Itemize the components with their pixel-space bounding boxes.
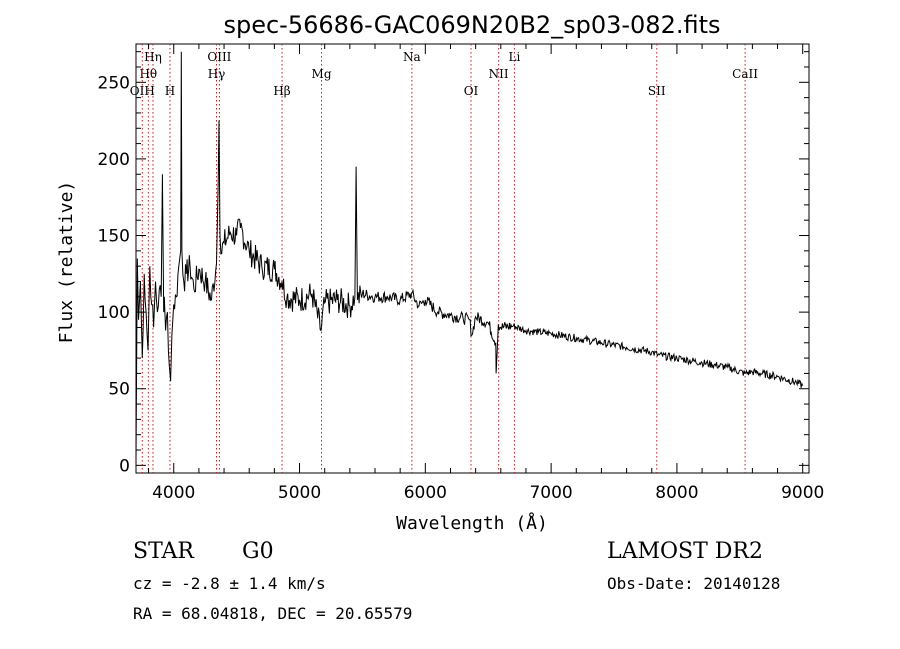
spectral-line-label-10: Li: [508, 50, 520, 64]
spectral-line-label-7: Mg: [312, 67, 332, 81]
object-class: STAR: [133, 539, 194, 564]
ra-dec-coordinates: RA = 68.04818, DEC = 20.65579: [133, 604, 413, 623]
spectral-line-label-12: SII: [648, 84, 666, 98]
object-subclass: G0: [242, 539, 274, 564]
y-tick-label-2: 100: [98, 303, 130, 323]
survey-name: LAMOST DR2: [607, 539, 763, 564]
spectral-line-label-8: Na: [403, 50, 421, 64]
spectral-line-label-5: Hγ: [208, 67, 226, 81]
x-tick-label-0: 4000: [152, 483, 195, 503]
spectral-line-label-2: OIH: [130, 84, 155, 98]
spectral-line-label-11: NII: [489, 67, 509, 81]
spectral-line-label-3: H: [165, 84, 175, 98]
x-tick-label-3: 7000: [529, 483, 572, 503]
spectral-line-label-1: Hθ: [139, 67, 157, 81]
chart-title: spec-56686-GAC069N20B2_sp03-082.fits: [223, 11, 720, 39]
y-tick-label-1: 50: [108, 380, 130, 400]
y-tick-label-0: 0: [119, 456, 130, 476]
spectral-line-label-9: OI: [464, 84, 479, 98]
spectral-line-label-13: CaII: [732, 67, 758, 81]
x-tick-label-5: 9000: [781, 483, 824, 503]
spectral-line-label-6: Hβ: [273, 84, 290, 98]
spectral-line-label-0: Hη: [144, 50, 162, 64]
x-tick-label-1: 5000: [278, 483, 321, 503]
redshift-cz: cz = -2.8 ± 1.4 km/s: [133, 574, 326, 593]
y-tick-label-4: 200: [98, 150, 130, 170]
y-axis-label: Flux (relative): [56, 181, 77, 344]
y-tick-label-3: 150: [98, 227, 130, 247]
plot-frame: [135, 43, 810, 474]
x-tick-label-2: 6000: [404, 483, 447, 503]
spectral-line-label-4: OIII: [207, 50, 231, 64]
x-axis-label: Wavelength (Å): [396, 512, 548, 534]
y-tick-label-5: 250: [98, 73, 130, 93]
spectrum-series-line-0: [135, 51, 804, 463]
plot-area: Hη Hθ OIH H OIII Hγ Hβ Mg Na OI Li NII SII CaII 4000 50…: [98, 43, 824, 503]
observation-date: Obs-Date: 20140128: [607, 574, 781, 593]
x-tick-label-4: 8000: [655, 483, 698, 503]
